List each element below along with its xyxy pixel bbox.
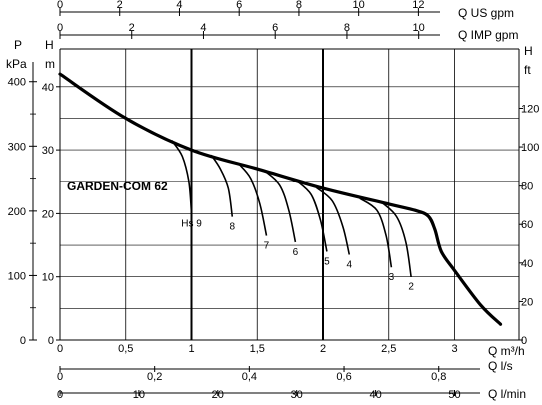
bottom-axis-tick-label: 0 (57, 389, 63, 401)
bottom-axis-unit-label: Q m³/h (488, 344, 525, 358)
pressure-axis-tick-label: 200 (8, 206, 26, 218)
bottom-axis-tick-label: 40 (369, 389, 381, 401)
top-axis-tick-label: 8 (344, 22, 350, 34)
plot-frame (59, 48, 520, 341)
pressure-axis-unit: kPa (6, 57, 27, 71)
feet-axis-tick-label: 120 (521, 103, 539, 115)
bottom-axis-tick-label: 1 (188, 343, 194, 355)
pressure-axis-label: P (14, 38, 22, 52)
top-axis-unit-label: Q IMP gpm (458, 28, 518, 42)
limit-curve-label: 5 (324, 256, 330, 267)
head-axis-label: H (45, 38, 54, 52)
bottom-axis-unit-label: Q l/min (488, 387, 526, 401)
bottom-axis-tick-label: 10 (133, 389, 145, 401)
limit-curve-label: 8 (229, 222, 235, 233)
top-axis-tick-label: 4 (176, 0, 182, 11)
head-axis-tick-label: 30 (42, 145, 54, 157)
bottom-axis-tick-label: 2 (320, 343, 326, 355)
curves: Hs 9 8 7 6 5 4 3 2 (58, 72, 503, 326)
head-axis-tick-label: 0 (48, 335, 54, 347)
grid (60, 49, 519, 340)
pressure-axis-tick-label: 300 (8, 141, 26, 153)
pressure-axis-tick-label: 100 (8, 270, 26, 282)
limit-curve-label: 6 (293, 247, 299, 258)
top-axis-tick-label: 0 (57, 22, 63, 34)
pressure-axis-tick-label: 0 (20, 335, 26, 347)
limit-curve-label: 7 (264, 241, 270, 252)
bottom-axis-tick-label: 20 (212, 389, 224, 401)
limit-curve-label: Hs 9 (181, 218, 202, 229)
top-axis-tick-label: 8 (296, 0, 302, 11)
bottom-axis-tick-label: 0,4 (242, 371, 257, 383)
head-axis-unit: m (45, 57, 55, 71)
limit-curve (359, 197, 393, 268)
top-axis-tick-label: 10 (353, 0, 365, 11)
limit-curve (263, 169, 297, 243)
feet-axis-tick-label: 60 (521, 219, 533, 231)
bottom-axis-tick-label: 50 (448, 389, 460, 401)
head-axis-tick-label: 40 (42, 82, 54, 94)
bottom-axis-unit-label: Q l/s (488, 359, 513, 373)
pressure-axis-tick-label: 400 (8, 77, 26, 89)
feet-axis-tick-label: 0 (521, 335, 527, 347)
feet-axis-tick-label: 100 (521, 142, 539, 154)
top-axis-tick-label: 2 (117, 0, 123, 11)
limit-curve (381, 202, 412, 277)
bottom-axis-tick-label: 30 (291, 389, 303, 401)
top-axis-tick-label: 6 (236, 0, 242, 11)
bottom-axis-tick-label: 0 (57, 371, 63, 383)
head-axis-tick-label: 20 (42, 208, 54, 220)
limit-curve (315, 186, 351, 255)
feet-axis-tick-label: 40 (521, 258, 533, 270)
bottom-axis-tick-label: 0,8 (431, 371, 446, 383)
limit-curve-label: 2 (408, 282, 414, 293)
top-axis-tick-label: 12 (412, 0, 424, 11)
limit-curve (210, 154, 234, 217)
bottom-axis-tick-label: 3 (451, 343, 457, 355)
top-axis-unit-label: Q US gpm (458, 6, 514, 20)
top-axis-tick-label: 2 (129, 22, 135, 34)
top-axis-tick-label: 6 (272, 22, 278, 34)
top-axis-tick-label: 0 (57, 0, 63, 11)
limit-curve-label: 3 (389, 272, 395, 283)
limit-curve (296, 179, 328, 252)
limit-curve (238, 163, 268, 236)
feet-axis-label: H (524, 44, 533, 58)
head-axis-tick-label: 10 (42, 272, 54, 284)
bottom-axis-tick-label: 2,5 (381, 343, 396, 355)
model-label: GARDEN-COM 62 (67, 179, 168, 193)
bottom-axis-tick-label: 1,5 (250, 343, 265, 355)
bottom-axis-tick-label: 0,2 (147, 371, 162, 383)
main-performance-curve (58, 72, 503, 326)
bottom-axis-tick-label: 0,6 (336, 371, 351, 383)
top-axis-tick-label: 4 (200, 22, 206, 34)
feet-axis-tick-label: 20 (521, 296, 533, 308)
bottom-axis-tick-label: 0 (57, 343, 63, 355)
top-axis-tick-label: 10 (413, 22, 425, 34)
feet-axis-tick-label: 80 (521, 181, 533, 193)
feet-axis-unit: ft (524, 63, 531, 77)
limit-curve (171, 140, 193, 214)
limit-curve-label: 4 (347, 260, 353, 271)
bottom-axis-tick-label: 0,5 (118, 343, 133, 355)
